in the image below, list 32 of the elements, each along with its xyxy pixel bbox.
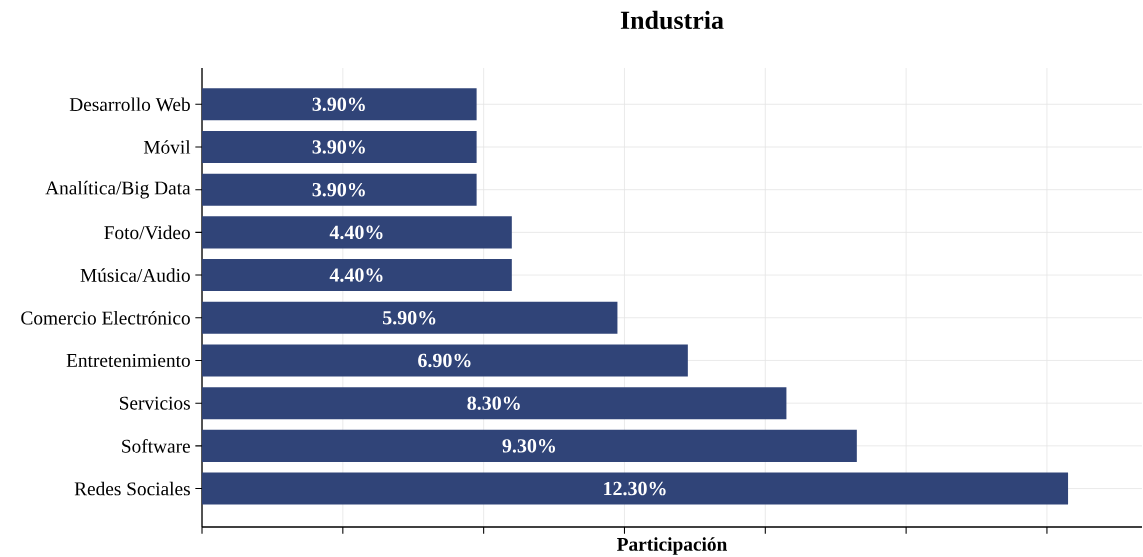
y-tick-label: Desarrollo Web (69, 97, 190, 112)
y-tick-label: Música/Audio (80, 268, 190, 282)
data-label: 3.90% (312, 182, 365, 197)
data-label: 12.30% (604, 481, 666, 496)
y-tick-label: Analítica/Big Data (45, 180, 191, 199)
bar (202, 387, 787, 420)
bar (202, 130, 477, 163)
y-tick-label: Foto/Video (104, 225, 190, 240)
data-label: 9.30% (502, 439, 556, 453)
bar (202, 259, 512, 292)
y-tick-label: Comercio Electrónico (21, 310, 190, 325)
bar (202, 173, 477, 206)
y-tick-label: Servicios (119, 396, 190, 410)
data-label: 4.40% (329, 225, 383, 240)
bar (202, 301, 618, 334)
chart-title: Industria (620, 10, 724, 30)
data-label: 8.30% (467, 396, 520, 410)
data-label: 3.90% (312, 140, 365, 154)
y-tick-label: Software (122, 438, 190, 453)
bar (202, 216, 512, 249)
data-label: 3.90% (312, 97, 365, 112)
bar (202, 344, 688, 377)
data-label: 6.90% (418, 353, 471, 368)
y-tick-label: Móvil (143, 140, 191, 154)
data-label: 5.90% (383, 310, 436, 325)
bar (202, 472, 1069, 505)
y-tick-label: Redes Sociales (74, 481, 190, 496)
x-axis-title: Participación (617, 537, 728, 555)
bar (202, 429, 857, 462)
bar (202, 88, 477, 121)
y-tick-label: Entretenimiento (66, 353, 190, 367)
data-label: 4.40% (329, 268, 383, 282)
